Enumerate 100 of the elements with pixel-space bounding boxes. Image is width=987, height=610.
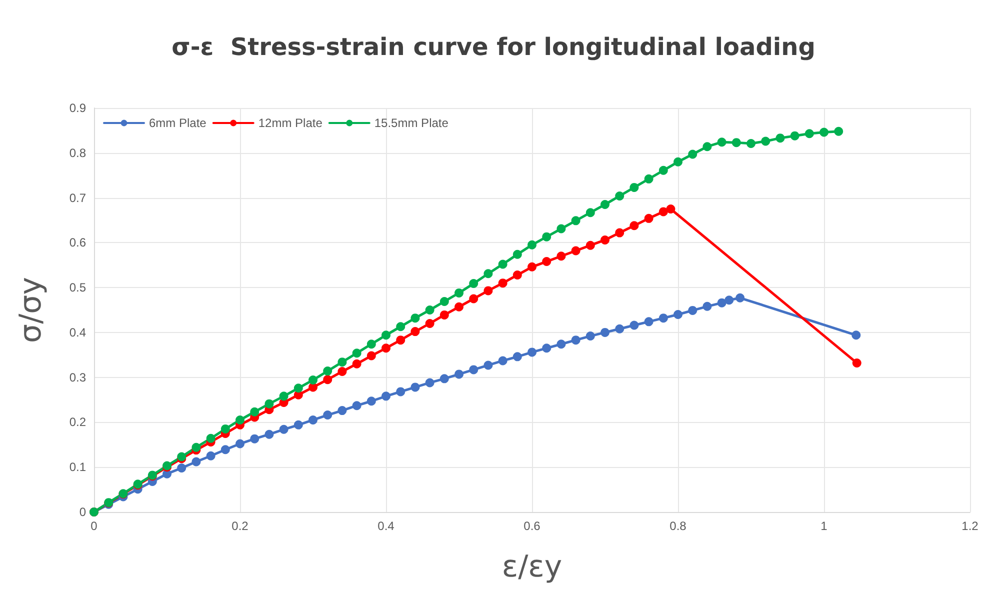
point xyxy=(366,396,376,406)
point xyxy=(338,358,347,367)
point xyxy=(571,216,580,226)
point xyxy=(250,434,260,444)
y-tick-label: 0.8 xyxy=(69,146,86,160)
point xyxy=(658,207,668,216)
point xyxy=(338,406,347,416)
point xyxy=(206,451,216,460)
point xyxy=(220,445,230,454)
point xyxy=(279,424,288,434)
legend-label: 12mm Plate xyxy=(258,116,323,130)
point xyxy=(396,336,406,345)
point xyxy=(220,424,230,434)
point xyxy=(484,360,493,370)
point xyxy=(528,240,536,250)
point xyxy=(512,270,522,280)
point xyxy=(352,401,362,410)
point xyxy=(206,434,216,443)
point xyxy=(790,131,800,140)
x-tick-label: 0.6 xyxy=(524,519,541,533)
point xyxy=(736,293,745,302)
point xyxy=(644,317,654,326)
point xyxy=(724,296,734,305)
point xyxy=(469,365,478,374)
point xyxy=(440,296,449,306)
y-tick-label: 0 xyxy=(79,505,86,519)
y-tick-label: 0.1 xyxy=(69,460,86,474)
point xyxy=(250,407,260,416)
point xyxy=(556,252,566,261)
point xyxy=(308,415,318,424)
y-tick-label: 0.5 xyxy=(69,280,86,295)
point xyxy=(512,352,522,362)
point xyxy=(469,279,478,288)
x-tick-label: 1.2 xyxy=(962,519,979,533)
y-tick-label: 0.6 xyxy=(69,236,86,250)
point xyxy=(396,387,406,396)
chart-title: σ-ε Stress-strain curve for longitudinal loading xyxy=(172,33,816,61)
point xyxy=(644,174,654,184)
point xyxy=(852,330,861,340)
point xyxy=(542,344,552,353)
point xyxy=(542,232,552,242)
point xyxy=(600,328,610,337)
point xyxy=(512,250,522,259)
point xyxy=(177,464,186,473)
point xyxy=(556,224,566,234)
point xyxy=(454,302,464,312)
point xyxy=(717,138,726,147)
point xyxy=(425,378,434,388)
point xyxy=(308,376,318,385)
point xyxy=(776,134,785,143)
x-tick-label: 0.2 xyxy=(232,519,249,533)
point xyxy=(586,208,595,218)
point xyxy=(600,235,610,244)
x-axis-title: ε/εy xyxy=(502,550,562,584)
point xyxy=(410,327,420,336)
point xyxy=(571,246,580,256)
point xyxy=(469,294,478,304)
point xyxy=(586,332,595,341)
y-tick-label: 0.3 xyxy=(69,370,86,384)
point xyxy=(498,278,508,288)
point xyxy=(264,430,274,439)
point xyxy=(688,306,698,315)
point xyxy=(630,221,639,230)
point xyxy=(852,358,862,368)
point xyxy=(674,157,682,166)
point xyxy=(674,310,682,319)
point xyxy=(630,320,639,330)
x-tick-label: 0.8 xyxy=(670,519,687,533)
point xyxy=(192,457,201,466)
x-tick-label: 1 xyxy=(820,519,828,533)
point xyxy=(382,392,390,401)
point xyxy=(600,200,610,210)
point xyxy=(542,257,552,266)
point xyxy=(192,442,201,452)
point xyxy=(425,318,434,328)
point xyxy=(732,138,741,148)
point xyxy=(323,375,332,384)
point xyxy=(702,142,712,152)
point xyxy=(658,166,668,175)
point xyxy=(366,351,376,360)
point xyxy=(615,324,624,334)
point xyxy=(571,336,580,345)
point xyxy=(484,286,493,296)
point xyxy=(264,399,274,408)
x-tick-label: 0.4 xyxy=(378,519,395,533)
point xyxy=(498,356,508,366)
y-tick-label: 0.7 xyxy=(69,190,86,205)
point xyxy=(630,182,639,192)
point xyxy=(498,260,508,269)
y-tick-label: 0.4 xyxy=(69,325,86,340)
point xyxy=(338,367,347,376)
point xyxy=(382,330,390,340)
point xyxy=(528,262,536,272)
point xyxy=(323,410,332,420)
point xyxy=(294,384,303,393)
point xyxy=(658,314,668,323)
point xyxy=(702,302,712,311)
point xyxy=(834,126,844,136)
point xyxy=(440,374,449,384)
point xyxy=(644,214,654,223)
